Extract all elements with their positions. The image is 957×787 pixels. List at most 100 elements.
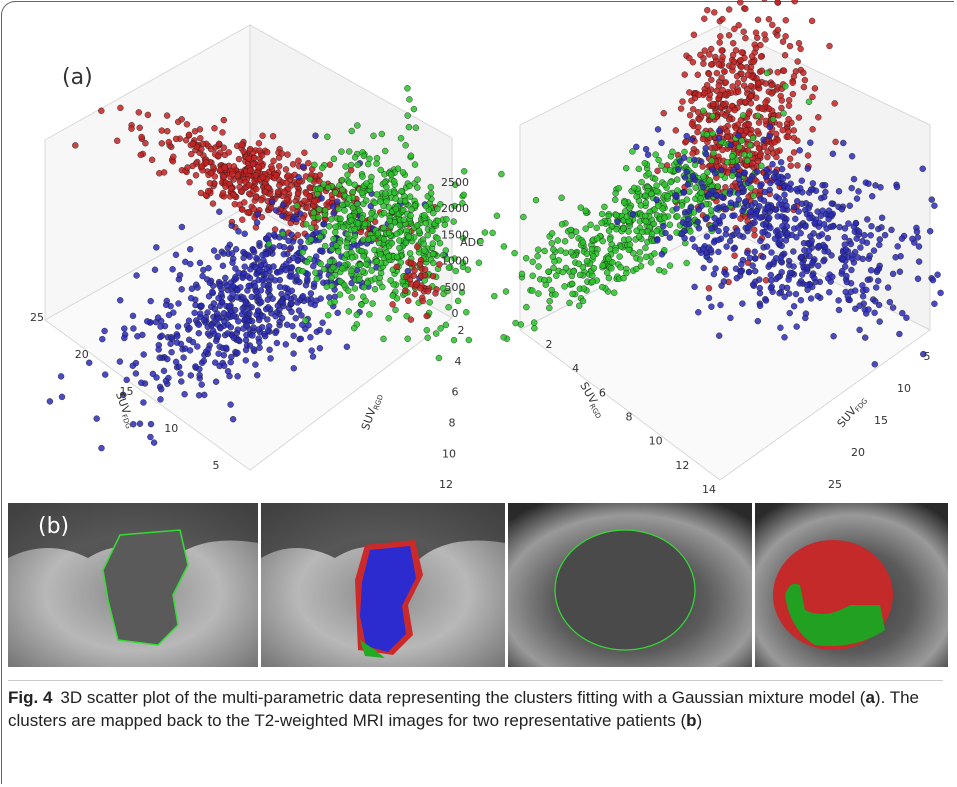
scatter-point [712,170,718,176]
scatter-point [759,106,765,112]
scatter-point [346,195,352,201]
scatter-point [535,247,541,253]
scatter-point [236,337,242,343]
scatter-point [778,231,784,237]
scatter-point [618,264,624,270]
scatter-point [434,206,440,212]
scatter-point [370,301,376,307]
scatter-point [407,183,413,189]
scatter-point [763,174,769,180]
scatter-point [757,285,763,291]
scatter-point [281,251,287,257]
scatter-point [590,279,596,285]
scatter-point [786,97,792,103]
scatter-point [174,333,180,339]
scatter-point [284,294,290,300]
scatter-point [401,217,407,223]
scatter-point [121,326,127,332]
scatter-point [732,213,738,219]
scatter-point [799,201,805,207]
scatter-point [555,238,561,244]
caption-text: a [865,688,874,707]
scatter-point [154,375,160,381]
scatter-point [173,252,179,258]
scatter-point [461,192,467,198]
tick-label: 10 [649,435,663,448]
scatter-point [825,249,831,255]
scatter-point [719,75,725,81]
scatter-point [311,210,317,216]
scatter-point [138,152,144,158]
tick-label: 20 [851,446,865,459]
scatter-point [263,271,269,277]
scatter-point [240,305,246,311]
scatter-point [776,196,782,202]
scatter-point [228,359,234,365]
scatter-point [303,282,309,288]
scatter-point [318,261,324,267]
scatter-point [381,336,387,342]
scatter-point [752,249,758,255]
scatter-point [541,277,547,283]
scatter-point [763,298,769,304]
scatter-point [770,161,776,167]
scatter-point [435,235,441,241]
scatter-point [866,181,872,187]
scatter-point [734,275,740,281]
scatter-point [293,315,299,321]
scatter-point [377,199,383,205]
scatter-point [591,265,597,271]
scatter-point [317,172,323,178]
scatter-point [931,203,937,209]
scatter-point [715,249,721,255]
scatter-point [476,260,482,266]
scatter-point [260,174,266,180]
scatter-point [736,197,742,203]
scatter-point [848,241,854,247]
scatter-point [777,325,783,331]
scatter-point [689,121,695,127]
scatter-point [775,179,781,185]
scatter-point [155,315,161,321]
scatter-point [690,151,696,157]
scatter-point [383,184,389,190]
scatter-point [700,184,706,190]
scatter-point [222,275,228,281]
scatter-point [365,161,371,167]
scatter-point [896,331,902,337]
scatter-point [377,251,383,257]
scatter-point [690,173,696,179]
scatter-point [562,238,568,244]
scatter-point [317,327,323,333]
scatter-point [212,125,218,131]
scatter-point [300,268,306,274]
scatter-point [607,236,613,242]
scatter-point [763,118,769,124]
scatter-point [737,99,743,105]
scatter-point [256,326,262,332]
scatter-point [363,298,369,304]
scatter-point [221,117,227,123]
scatter-point [255,211,261,217]
scatter-point [247,311,253,317]
scatter-point [138,380,144,386]
scatter-point [345,288,351,294]
scatter-point [260,133,266,139]
scatter-point [652,176,658,182]
scatter-point [739,185,745,191]
scatter-point [99,336,105,342]
scatter-point [731,246,737,252]
scatter-point [368,216,374,222]
scatter-point [253,194,259,200]
scatter-point [730,84,736,90]
scatter-point [643,146,649,152]
scatter-point [535,253,541,259]
scatter-point [813,279,819,285]
scatter-point [239,142,245,148]
scatter-point [102,372,108,378]
scatter-point [636,234,642,240]
scatter-point [117,105,123,111]
scatter-point [137,421,143,427]
scatter-point [312,270,318,276]
scatter-point [259,277,265,283]
